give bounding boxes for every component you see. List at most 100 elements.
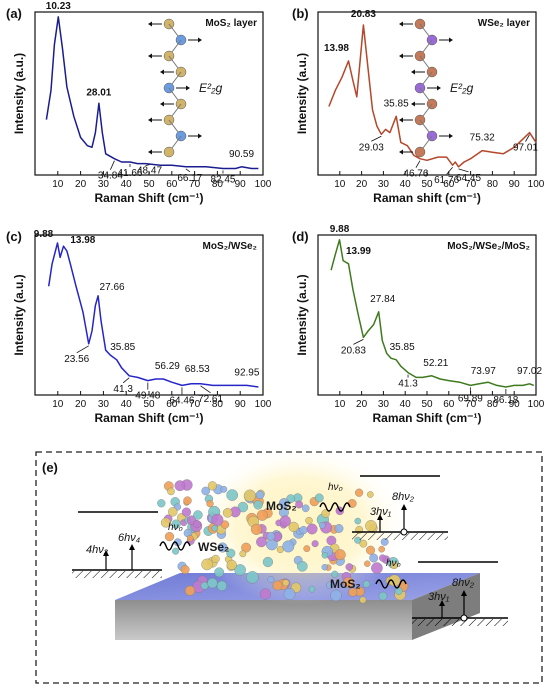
energy-diagram-right-top: 3hν₁ 8hν₂ — [352, 475, 448, 540]
x-tick-label: 50 — [421, 399, 433, 410]
atom — [345, 563, 354, 571]
x-tick-label: 80 — [487, 399, 499, 410]
atom — [168, 507, 178, 517]
peak-label: 56.29 — [155, 361, 180, 372]
peak-arrow — [110, 160, 115, 170]
peak-label: 66.17 — [177, 173, 202, 184]
atom — [171, 519, 181, 529]
atom — [288, 521, 299, 533]
peak-label: 10.23 — [46, 1, 71, 12]
peak-arrow — [525, 134, 530, 142]
panel-letter: (c) — [6, 229, 22, 244]
x-tick-label: 40 — [121, 399, 133, 410]
x-tick-label: 10 — [334, 399, 346, 410]
mode-label: E²₂g — [199, 81, 223, 95]
axes-frame — [317, 11, 537, 176]
atom — [272, 580, 283, 591]
atom — [214, 567, 225, 578]
peak-label: 23.56 — [64, 354, 89, 365]
x-tick-label: 50 — [143, 179, 155, 190]
spectrum-line — [45, 16, 259, 170]
atom — [303, 545, 311, 552]
x-tick-label: 30 — [98, 399, 110, 410]
y-axis-label: Intensity (a.u.) — [295, 274, 309, 355]
atom — [414, 146, 426, 158]
peak-label: 20.83 — [351, 9, 376, 20]
photon-label-right: hν₀ — [386, 558, 401, 569]
arrowhead — [411, 69, 415, 75]
atom — [321, 564, 328, 571]
atom — [246, 571, 259, 584]
atom — [378, 545, 386, 553]
peak-label: 13.99 — [346, 246, 371, 257]
atom — [180, 565, 190, 575]
photon-wave-top — [319, 502, 351, 512]
x-tick-label: 100 — [255, 179, 272, 190]
atom — [217, 542, 228, 553]
panel-letter: (d) — [292, 229, 309, 244]
level-label-rt-1: 3hν₁ — [370, 506, 392, 518]
x-tick-label: 50 — [421, 179, 433, 190]
wse2-label: WSe₂ — [198, 540, 229, 554]
x-tick-label: 100 — [528, 179, 545, 190]
atom — [366, 491, 374, 498]
atom — [334, 524, 344, 533]
x-tick-label: 40 — [121, 179, 133, 190]
atom — [348, 587, 358, 597]
x-tick-label: 30 — [378, 179, 390, 190]
atom — [174, 480, 186, 492]
peak-label: 61.76 — [434, 175, 459, 186]
atom — [259, 588, 272, 600]
panel-letter: (b) — [292, 6, 309, 21]
peak-arrow — [122, 377, 130, 384]
x-tick-label: 40 — [400, 179, 412, 190]
x-tick-label: 80 — [487, 179, 499, 190]
atom — [201, 558, 213, 571]
peak-label: 29.03 — [359, 142, 384, 153]
atom — [301, 504, 310, 513]
peak-label: 64.46 — [169, 395, 194, 406]
x-tick-label: 80 — [212, 399, 224, 410]
atom — [237, 501, 249, 513]
energy-diagram-right-bottom: 3hν₁ 8hν₂ — [412, 561, 508, 626]
x-tick-label: 60 — [166, 179, 178, 190]
arrowhead — [449, 133, 453, 139]
x-tick-label: 50 — [143, 399, 155, 410]
x-tick-label: 20 — [356, 399, 368, 410]
schematic-letter: (e) — [42, 460, 58, 475]
peak-label: 92.95 — [234, 367, 259, 378]
peak-arrow — [145, 164, 150, 166]
level-label-rb-1: 3hν₁ — [428, 591, 450, 603]
arrowhead — [198, 37, 202, 43]
x-tick-label: 30 — [378, 399, 390, 410]
x-tick-label: 100 — [528, 399, 545, 410]
atom — [283, 588, 296, 600]
peak-label: 73.97 — [471, 366, 496, 377]
peak-arrow — [371, 135, 382, 142]
atom — [296, 561, 308, 572]
atom — [295, 500, 303, 509]
peak-label: 9.88 — [34, 229, 54, 240]
peak-label: 64.45 — [456, 173, 481, 184]
x-tick-label: 70 — [189, 179, 201, 190]
atom — [365, 520, 377, 532]
peak-arrow — [353, 339, 364, 345]
arrowhead — [411, 101, 415, 107]
atom — [255, 490, 265, 500]
atom — [326, 581, 334, 590]
axes-frame — [317, 234, 537, 396]
atom — [226, 559, 237, 571]
peak-label: 20.83 — [341, 345, 366, 356]
peak-label: 13.98 — [70, 235, 95, 246]
atom — [211, 554, 220, 564]
peak-label: 48.47 — [137, 166, 162, 177]
atom — [184, 585, 196, 596]
atom — [305, 516, 313, 525]
arrowhead — [399, 21, 403, 27]
peak-label: 69.89 — [458, 393, 483, 404]
level-label-left-2: 6hν₄ — [118, 532, 140, 544]
panel-title: MoS₂/WSe₂ — [203, 241, 257, 252]
peak-label: 52.21 — [423, 358, 448, 369]
atom — [186, 535, 194, 542]
peak-label: 27.66 — [100, 282, 125, 293]
